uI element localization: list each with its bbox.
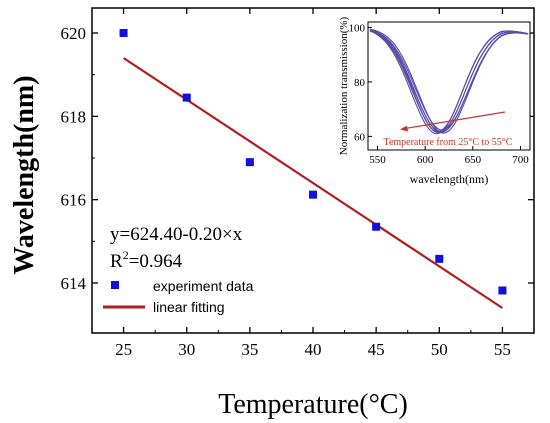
y-tick-label: 620 <box>61 24 87 43</box>
inset-y-tick-label: 80 <box>354 77 366 89</box>
inset-x-tick-label: 700 <box>512 154 529 166</box>
y-tick-label: 616 <box>61 191 87 210</box>
inset-spectrum-curve <box>369 29 529 132</box>
inset-spectrum-curve <box>369 28 529 134</box>
y-axis-ticks: 614 616 618 620 <box>61 24 534 293</box>
r-squared-label: R2=0.964 <box>110 248 183 272</box>
data-point <box>498 286 507 295</box>
data-point <box>119 29 128 37</box>
x-tick-label: 30 <box>178 340 195 359</box>
inset-arrowhead <box>400 125 408 132</box>
inset-x-tick-label: 550 <box>369 154 386 166</box>
data-point <box>372 222 381 231</box>
x-axis-label: Temperature(°C) <box>218 389 408 420</box>
inset-x-axis-label: wavelength(nm) <box>410 172 489 186</box>
x-axis-ticks: 25 30 35 40 45 50 55 <box>115 8 511 359</box>
r-squared-prefix: R <box>110 251 123 272</box>
legend-marker-experiment <box>111 281 119 289</box>
data-point <box>309 190 317 199</box>
inset-x-tick-label: 650 <box>465 154 482 166</box>
data-point <box>182 93 191 102</box>
x-tick-label: 25 <box>115 340 132 359</box>
data-point <box>245 158 254 167</box>
x-tick-label: 45 <box>368 340 385 359</box>
inset-chart: 550 600 650 700 60 80 100 Temperature from 25… <box>338 16 531 186</box>
y-tick-label: 614 <box>61 274 87 293</box>
inset-y-ticks: 60 80 100 <box>349 22 372 143</box>
r-squared-value: =0.964 <box>129 251 183 272</box>
data-points-layer <box>119 29 507 295</box>
inset-y-tick-label: 100 <box>349 22 366 34</box>
legend: experiment data linear fitting <box>103 278 254 315</box>
inset-temperature-arrow <box>401 111 506 130</box>
x-tick-label: 40 <box>305 340 322 359</box>
x-tick-label: 50 <box>431 340 448 359</box>
inset-annotation: Temperature from 25°C to 55°C <box>384 137 513 148</box>
legend-label-experiment: experiment data <box>153 278 254 294</box>
legend-label-fitting: linear fitting <box>153 299 225 315</box>
inset-y-tick-label: 60 <box>354 131 366 143</box>
fit-equation: y=624.40-0.20×x <box>110 224 243 245</box>
x-tick-label: 35 <box>241 340 258 359</box>
y-axis-label: Wavelength(nm) <box>9 75 40 274</box>
y-tick-label: 618 <box>61 107 87 126</box>
x-tick-label: 55 <box>494 340 511 359</box>
inset-x-ticks: 550 600 650 700 <box>369 146 529 166</box>
r-squared-superscript: 2 <box>123 248 129 262</box>
inset-x-tick-label: 600 <box>417 154 434 166</box>
data-point <box>435 254 444 263</box>
inset-y-axis-label: Normalization transmission(%) <box>338 16 350 155</box>
